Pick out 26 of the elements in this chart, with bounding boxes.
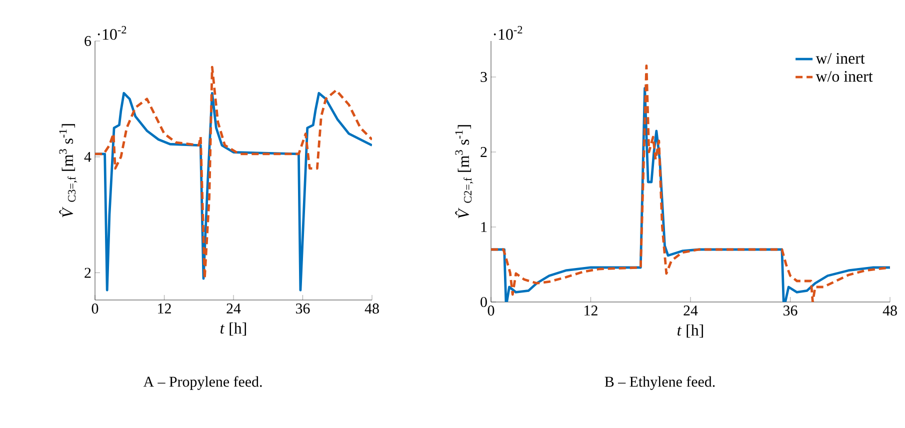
- x-tick-label: 48: [364, 304, 379, 314]
- x-tick-label: 48: [882, 306, 897, 316]
- text: ·10$^{-2}$: [494, 26, 522, 40]
- y-tick-label: 4: [84, 152, 92, 162]
- text: B – Ethylene feed.: [604, 376, 715, 390]
- text: A – Propylene feed.: [143, 376, 262, 390]
- y-tick-label: 6: [84, 36, 92, 46]
- x-tick-label: 0: [92, 304, 98, 314]
- x-tick-label: 0: [488, 306, 494, 316]
- x-axis-title: t [h]: [220, 322, 246, 336]
- x-tick-label: 24: [226, 304, 241, 314]
- x-tick-label: 36: [784, 306, 798, 316]
- x-tick-label: 12: [584, 306, 598, 316]
- y-tick-label: 2: [480, 147, 487, 157]
- x-tick-label: 24: [684, 306, 698, 316]
- y-axis-title: V̂$_{C2=,f}$ [m$^{3}$ s$^{-1}$]: [455, 125, 474, 218]
- legend-label: w/o inert: [816, 71, 873, 82]
- y-tick-label: 3: [480, 72, 487, 82]
- y-tick-label: 2: [84, 268, 91, 278]
- legend-label: w/ inert: [816, 53, 865, 64]
- x-tick-label: 12: [158, 304, 171, 314]
- y-axis-title: V̂$_{C3=,f}$ [m$^{3}$ s$^{-1}$]: [59, 124, 78, 218]
- x-tick-label: 36: [296, 304, 310, 314]
- y-tick-label: 1: [481, 222, 487, 232]
- text: ·10$^{-2}$: [98, 26, 126, 40]
- x-axis-title: t [h]: [678, 324, 703, 338]
